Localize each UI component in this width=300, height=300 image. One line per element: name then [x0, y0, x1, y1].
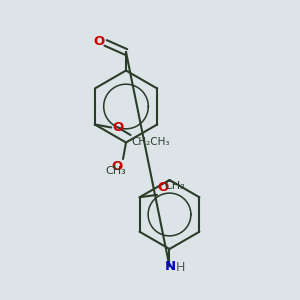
- Text: H: H: [176, 261, 186, 274]
- Text: O: O: [93, 35, 105, 48]
- Text: CH₃: CH₃: [105, 166, 126, 176]
- Text: O: O: [158, 181, 169, 194]
- Text: N: N: [164, 260, 176, 273]
- Text: CH₂CH₃: CH₂CH₃: [131, 136, 169, 146]
- Text: O: O: [111, 160, 122, 173]
- Text: CH₃: CH₃: [164, 181, 185, 191]
- Text: O: O: [112, 121, 123, 134]
